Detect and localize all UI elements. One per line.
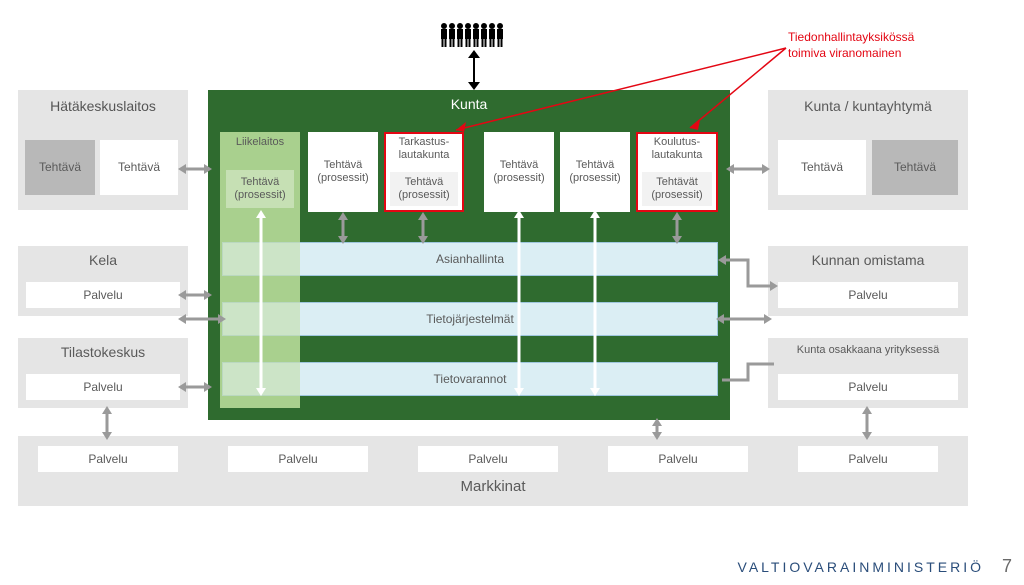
svc-osakkaana: Palvelu (778, 374, 958, 400)
title-kela: Kela (18, 252, 188, 269)
arr-v-c6 (670, 212, 684, 244)
arr-r2 (716, 312, 772, 326)
callout-lines (0, 0, 1024, 200)
svc-kela: Palvelu (26, 282, 180, 308)
svc-m2: Palvelu (228, 446, 368, 472)
title-tilasto: Tilastokeskus (18, 344, 188, 361)
page-number: 7 (1002, 556, 1012, 577)
title-omistama: Kunnan omistama (768, 252, 968, 269)
svc-tilasto: Palvelu (26, 374, 180, 400)
arr-v-c2 (336, 212, 350, 244)
svc-m3: Palvelu (418, 446, 558, 472)
svc-m4: Palvelu (608, 446, 748, 472)
arr-v-c5 (588, 210, 602, 396)
footer-brand: VALTIOVARAINMINISTERIÖ (738, 559, 984, 575)
arr-r1 (726, 162, 770, 176)
arr-b-c (650, 418, 664, 440)
arr-v-liike (254, 210, 268, 396)
svc-m5: Palvelu (798, 446, 938, 472)
arr-b-l (100, 406, 114, 440)
arr-r-elbow1 (718, 256, 778, 296)
arr-b-r (860, 406, 874, 440)
arr-v-c4 (512, 210, 526, 396)
arr-v-c3 (416, 212, 430, 244)
svc-m1: Palvelu (38, 446, 178, 472)
arr-l4 (178, 380, 212, 394)
svc-omistama: Palvelu (778, 282, 958, 308)
title-markkinat: Markkinat (18, 478, 968, 496)
arr-l2 (178, 288, 212, 302)
arr-l3 (178, 312, 226, 326)
arr-r-elbow2 (718, 360, 778, 390)
arr-l1 (178, 162, 212, 176)
title-osakkaana: Kunta osakkaana yrityksessä (768, 344, 968, 357)
